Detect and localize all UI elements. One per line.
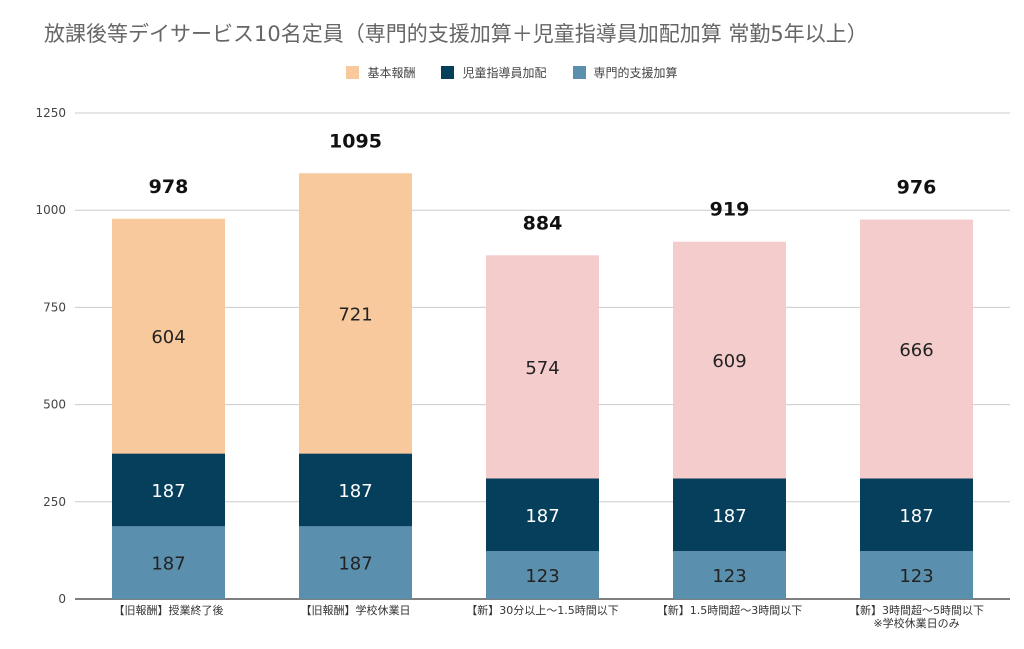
bar-segment	[299, 453, 412, 527]
legend-swatch	[346, 66, 360, 79]
data-label: 609	[712, 351, 746, 372]
bar-segment	[860, 219, 973, 479]
bar-segment	[486, 478, 599, 552]
data-label: 721	[338, 304, 372, 325]
legend-label: 児童指導員加配	[462, 66, 547, 80]
data-label: 187	[151, 481, 185, 502]
total-label: 976	[897, 177, 937, 199]
bar-segment	[673, 478, 786, 552]
bar-segment	[299, 173, 412, 454]
data-label: 604	[151, 327, 185, 348]
y-tick-label: 750	[43, 300, 66, 314]
total-label: 919	[710, 199, 750, 221]
data-label: 123	[899, 566, 933, 587]
legend-swatch	[572, 66, 586, 79]
category-label: 【新】1.5時間超～3時間以下	[657, 603, 803, 617]
legend-label: 基本報酬	[367, 66, 416, 80]
data-label: 187	[899, 506, 933, 527]
category-label: 【新】30分以上～1.5時間以下	[466, 603, 619, 617]
category-label: 【旧報酬】授業終了後	[114, 603, 224, 617]
y-tick-label: 500	[43, 398, 66, 412]
data-label: 187	[151, 554, 185, 575]
legend-item: 児童指導員加配	[441, 64, 547, 81]
bar-segment	[673, 241, 786, 479]
category-label: ※学校休業日のみ	[873, 616, 959, 630]
chart-title: 放課後等デイサービス10名定員（専門的支援加算＋児童指導員加配加算 常勤5年以上…	[44, 22, 868, 46]
total-label: 1095	[329, 130, 382, 152]
legend-item: 専門的支援加算	[572, 64, 678, 81]
data-label: 187	[712, 506, 746, 527]
data-label: 666	[899, 340, 933, 361]
y-tick-label: 1000	[35, 203, 66, 217]
legend-swatch	[441, 66, 455, 79]
data-label: 574	[525, 358, 559, 379]
data-label: 187	[338, 481, 372, 502]
bar-segment	[673, 551, 786, 599]
bar-segment	[299, 526, 412, 599]
bar-segment	[112, 218, 225, 454]
total-label: 978	[149, 176, 189, 198]
data-label: 187	[525, 506, 559, 527]
legend-label: 専門的支援加算	[593, 66, 678, 80]
y-tick-label: 250	[43, 495, 66, 509]
y-tick-label: 1250	[35, 106, 66, 120]
category-label: 【新】3時間超～5時間以下	[849, 603, 984, 617]
bar-segment	[112, 526, 225, 599]
category-label: 【旧報酬】学校休業日	[301, 603, 411, 617]
total-label: 884	[523, 212, 563, 234]
bar-segment	[860, 551, 973, 599]
bar-segment	[860, 478, 973, 552]
data-label: 123	[712, 566, 746, 587]
bar-segment	[486, 551, 599, 599]
legend: 基本報酬 児童指導員加配 専門的支援加算	[0, 64, 1024, 81]
bar-segment	[112, 453, 225, 527]
data-label: 187	[338, 554, 372, 575]
y-tick-label: 0	[58, 592, 66, 606]
data-label: 123	[525, 566, 559, 587]
legend-item: 基本報酬	[346, 64, 415, 81]
bar-segment	[486, 255, 599, 479]
